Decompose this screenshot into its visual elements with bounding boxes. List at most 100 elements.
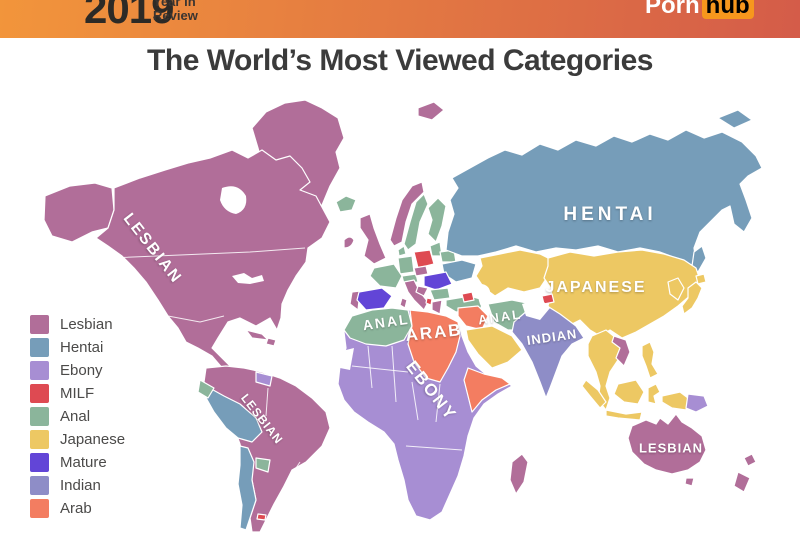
legend-label-milf: MILF	[60, 385, 95, 402]
region-philippines	[641, 341, 659, 379]
region-sulawesi	[647, 383, 661, 405]
region-sakhalin	[691, 245, 707, 273]
page-title: The World’s Most Viewed Categories	[147, 44, 653, 77]
legend-swatch-milf	[30, 384, 49, 403]
region-north-america	[95, 149, 331, 373]
border-us-canada	[109, 247, 306, 259]
region-japan-hokkaido	[695, 273, 707, 285]
region-serbia-bulgaria	[429, 287, 451, 301]
great-lakes	[232, 273, 264, 284]
region-svalbard	[417, 101, 445, 121]
hudson-bay	[220, 186, 247, 214]
region-papua-new-guinea	[685, 393, 709, 413]
legend-label-mature: Mature	[60, 454, 107, 471]
region-arctic-islands	[717, 109, 753, 129]
region-russia	[445, 129, 763, 269]
border-africa-6	[405, 445, 463, 451]
border-africa-1	[367, 345, 373, 389]
legend-label-japanese: Japanese	[60, 431, 126, 448]
legend-item-japanese: Japanese	[30, 430, 125, 449]
border-africa-3	[351, 365, 409, 373]
region-chile	[237, 445, 257, 531]
region-japan	[681, 281, 703, 315]
region-finland	[427, 197, 447, 243]
region-kazakhstan	[475, 249, 553, 297]
region-france	[369, 263, 403, 289]
region-uk	[359, 213, 387, 265]
region-madagascar	[509, 453, 529, 495]
region-hispaniola	[265, 337, 277, 347]
west-sahara-nodata	[338, 348, 354, 370]
border-samerica-1	[265, 387, 269, 417]
legend-item-ebony: Ebony	[30, 361, 125, 380]
header-subtitle: Year in Review	[153, 0, 198, 23]
legend-item-arab: Arab	[30, 499, 125, 518]
legend-item-hentai: Hentai	[30, 338, 125, 357]
logo-text-hub: hub	[701, 0, 754, 19]
legend-label-indian: Indian	[60, 477, 101, 494]
region-north-africa-east	[407, 309, 461, 383]
region-falkland-islands	[256, 513, 267, 521]
legend-item-lesbian: Lesbian	[30, 315, 125, 334]
border-us-mexico	[167, 315, 225, 323]
region-norway	[389, 181, 425, 247]
legend-swatch-anal	[30, 407, 49, 426]
legend-swatch-hentai	[30, 338, 49, 357]
region-guianas	[255, 371, 273, 387]
region-spain	[356, 287, 393, 311]
legend-item-indian: Indian	[30, 476, 125, 495]
region-syria-iraq	[457, 305, 489, 331]
region-poland	[413, 249, 435, 269]
region-peru-bolivia	[204, 385, 263, 443]
region-ireland	[343, 236, 355, 249]
region-italy	[403, 279, 429, 311]
legend-swatch-arab	[30, 499, 49, 518]
legend-swatch-mature	[30, 453, 49, 472]
header-subtitle-line1: Year in	[153, 0, 196, 9]
region-java	[605, 409, 643, 421]
legend-label-ebony: Ebony	[60, 362, 103, 379]
legend-swatch-ebony	[30, 361, 49, 380]
region-new-zealand-south	[733, 471, 751, 493]
pornhub-logo: Porn hub	[645, 0, 754, 20]
legend-item-anal: Anal	[30, 407, 125, 426]
region-west-new-guinea	[661, 391, 689, 411]
caspian-sea	[478, 284, 491, 309]
region-germany	[397, 255, 415, 275]
region-albania	[425, 297, 433, 306]
header-year: 2019	[84, 0, 174, 32]
legend-swatch-lesbian	[30, 315, 49, 334]
legend: Lesbian Hentai Ebony MILF Anal Japanese Mature…	[30, 315, 125, 522]
region-cuba	[245, 329, 269, 341]
logo-text-porn: Porn	[645, 0, 700, 19]
legend-swatch-indian	[30, 476, 49, 495]
border-africa-5	[435, 383, 441, 423]
region-south-america	[203, 365, 331, 533]
border-africa-2	[391, 345, 397, 403]
region-caucasus	[461, 291, 475, 303]
legend-label-hentai: Hentai	[60, 339, 104, 356]
region-borneo	[613, 379, 645, 405]
region-north-africa-west	[343, 307, 413, 347]
legend-swatch-japanese	[30, 430, 49, 449]
region-korea	[667, 277, 685, 301]
region-india-pakistan	[511, 303, 585, 399]
region-iceland	[335, 195, 357, 213]
legend-label-anal: Anal	[60, 408, 91, 425]
region-australia	[627, 413, 707, 475]
header-bar: 2019 Year in Review Porn hub	[0, 0, 800, 38]
region-denmark	[397, 245, 407, 257]
legend-item-mature: Mature	[30, 453, 125, 472]
region-czechia	[413, 265, 429, 277]
border-samerica-2	[283, 461, 301, 487]
header-subtitle-line2: Review	[153, 8, 198, 23]
region-sardinia	[399, 297, 408, 309]
legend-label-arab: Arab	[60, 500, 92, 517]
afghanistan-nodata	[522, 298, 550, 320]
region-hungary-romania	[423, 271, 453, 291]
region-sumatra	[581, 379, 607, 409]
region-new-zealand-north	[743, 453, 757, 467]
region-sweden	[403, 193, 429, 251]
